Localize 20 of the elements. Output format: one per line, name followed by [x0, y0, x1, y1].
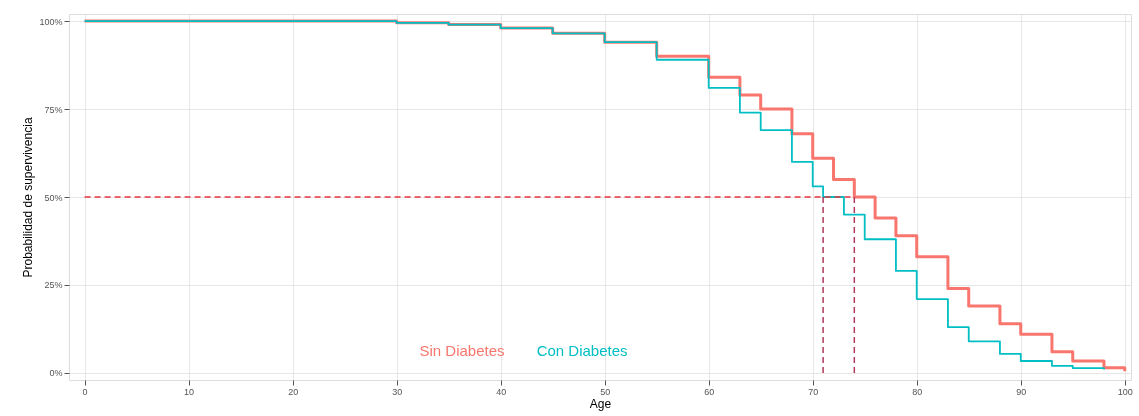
y-tick-label: 0% — [49, 368, 63, 379]
y-tick-label: 50% — [44, 192, 63, 203]
x-tick-label: 0 — [82, 386, 88, 397]
text: Sin Diabetes — [419, 341, 505, 359]
text: Con Diabetes — [536, 341, 628, 359]
x-tick-label: 40 — [496, 386, 507, 397]
x-tick-label: 90 — [1016, 386, 1027, 397]
x-tick-label: 10 — [184, 386, 195, 397]
y-axis-title: Probabilidad de supervivencia — [21, 117, 36, 278]
y-tick-label: 75% — [44, 104, 63, 115]
x-tick-label: 60 — [704, 386, 715, 397]
x-tick-label: 100 — [1117, 386, 1133, 397]
x-tick-label: 80 — [912, 386, 923, 397]
y-tick-label: 100% — [39, 16, 63, 27]
x-tick-label: 70 — [808, 386, 819, 397]
x-axis-title: Age — [589, 396, 612, 411]
y-tick-label: 25% — [44, 280, 63, 291]
x-tick-label: 50 — [600, 386, 611, 397]
x-tick-label: 30 — [392, 386, 403, 397]
x-tick-label: 20 — [288, 386, 299, 397]
